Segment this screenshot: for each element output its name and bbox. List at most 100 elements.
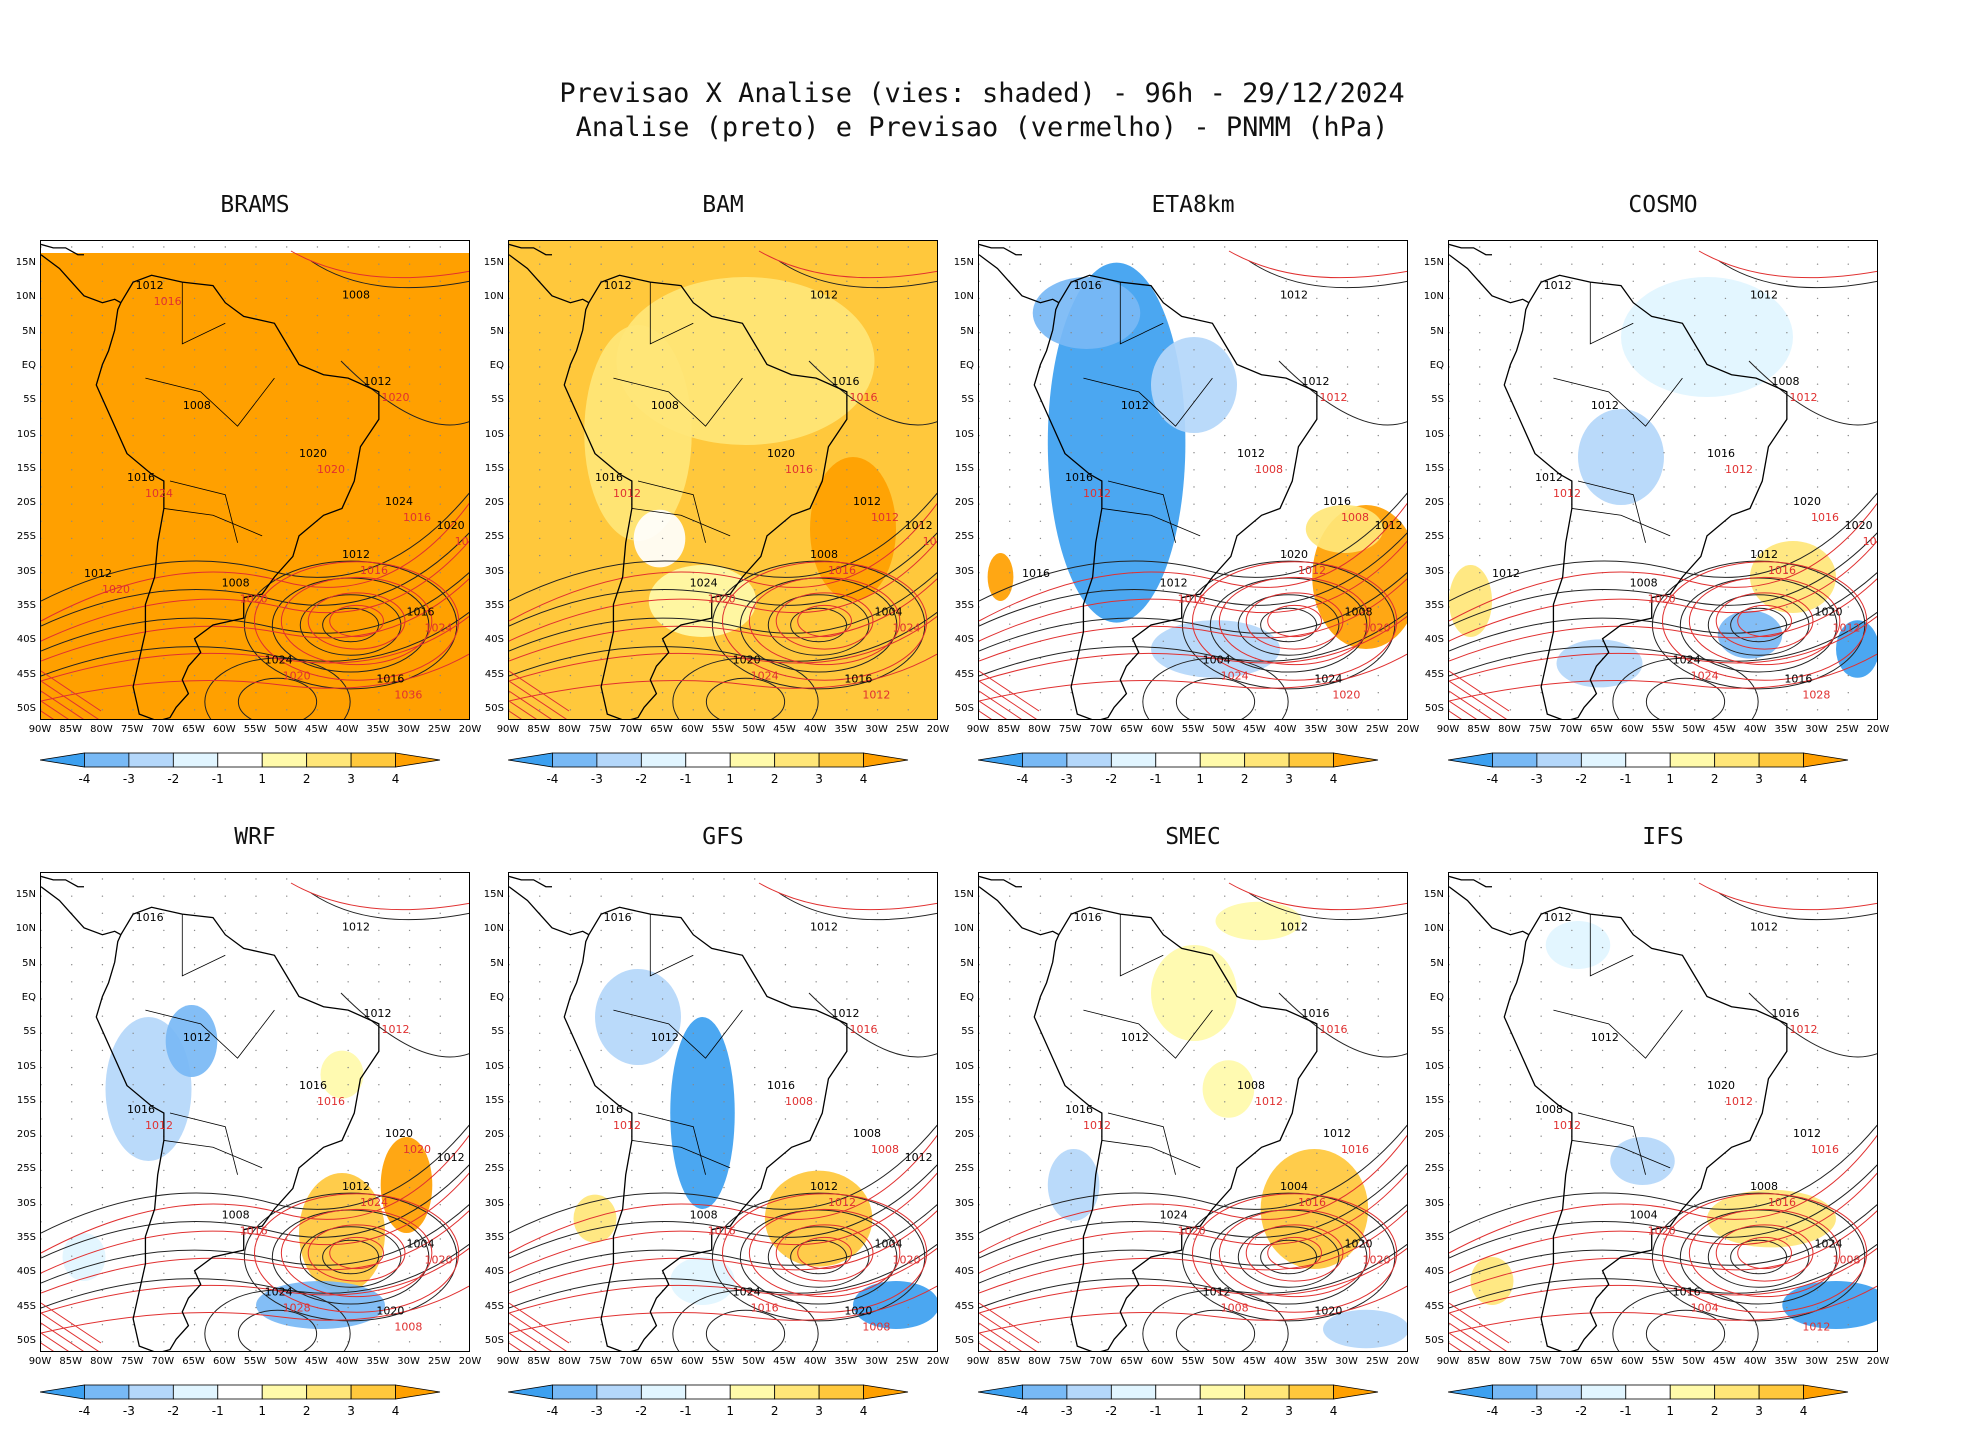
- grid-dot: [1377, 964, 1379, 966]
- grid-dot: [1509, 1169, 1512, 1172]
- lon-label: 85W: [59, 1356, 83, 1367]
- grid-dot: [692, 1032, 694, 1034]
- grid-dot: [784, 1084, 787, 1086]
- panel-title: ETA8km: [1151, 192, 1235, 218]
- forecast-isobar: [1245, 592, 1344, 650]
- grid-dot: [1509, 572, 1512, 574]
- grid-dot: [1316, 1015, 1318, 1017]
- country-border: [637, 480, 706, 543]
- grid-dot: [1755, 623, 1757, 625]
- grid-dot: [815, 469, 817, 471]
- grid-dot: [1039, 929, 1042, 932]
- grid-dot: [163, 1169, 165, 1172]
- grid-dot: [1070, 1066, 1072, 1069]
- grid-dot: [979, 314, 980, 317]
- grid-dot: [1509, 452, 1512, 454]
- grid-dot: [1039, 280, 1042, 282]
- grid-dot: [1193, 366, 1195, 368]
- grid-dot: [600, 537, 602, 540]
- grid-dot: [439, 263, 441, 265]
- grid-dot: [41, 1135, 42, 1137]
- grid-dot: [1449, 520, 1450, 522]
- grid-dot: [539, 434, 541, 437]
- grid-dot: [569, 469, 572, 471]
- grid-dot: [1316, 589, 1318, 591]
- grid-dot: [846, 1341, 848, 1343]
- grid-dot: [255, 452, 257, 454]
- grid-dot: [1039, 1306, 1042, 1309]
- grid-dot: [132, 1169, 134, 1172]
- forecast-contour-label: 1012: [1255, 1095, 1283, 1108]
- grid-dot: [255, 929, 257, 932]
- grid-dot: [569, 520, 572, 522]
- forecast-isobar: [1698, 882, 1877, 911]
- grid-dot: [1694, 537, 1696, 540]
- colorbar-label: -4: [1016, 772, 1029, 786]
- grid-dot: [846, 280, 848, 282]
- grid-dot: [1254, 417, 1257, 420]
- grid-dot: [1224, 434, 1226, 437]
- grid-dot: [1816, 606, 1819, 608]
- analysis-isobar: [509, 1243, 937, 1309]
- grid-dot: [600, 981, 602, 983]
- analysis-isobar: [790, 607, 848, 643]
- grid-dot: [723, 1101, 725, 1103]
- lat-label: 10S: [16, 428, 36, 440]
- analysis-isobar: [1175, 1309, 1256, 1351]
- grid-dot: [316, 1238, 319, 1240]
- analysis-isobar: [237, 677, 318, 719]
- grid-dot: [1479, 1066, 1481, 1069]
- grid-dot: [1377, 1306, 1379, 1309]
- grid-dot: [509, 366, 510, 368]
- colorbar: [508, 752, 909, 768]
- forecast-contour-label: 1012: [1553, 1119, 1581, 1132]
- grid-dot: [1070, 503, 1072, 505]
- lat-label: 45S: [16, 668, 36, 680]
- analysis-contour-label: 1024: [1673, 653, 1701, 666]
- grid-dot: [378, 709, 380, 711]
- grid-dot: [1162, 878, 1164, 880]
- forecast-isobar: [329, 604, 384, 638]
- grid-dot: [1786, 964, 1788, 966]
- forecast-isobar: [1449, 615, 1877, 682]
- colorbar-label: -1: [211, 1404, 224, 1418]
- grid-dot: [101, 469, 104, 471]
- grid-dot: [1224, 1118, 1226, 1120]
- grid-dot: [692, 486, 694, 488]
- bias-shading: [320, 1050, 364, 1099]
- analysis-isobar: [310, 260, 469, 289]
- grid-dot: [1509, 469, 1512, 471]
- grid-dot: [1724, 709, 1727, 711]
- grid-dot: [846, 1084, 848, 1086]
- grid-dot: [784, 640, 787, 642]
- grid-dot: [569, 623, 572, 625]
- grid-dot: [1786, 246, 1788, 248]
- grid-dot: [132, 929, 134, 932]
- grid-dot: [101, 1049, 104, 1052]
- grid-dot: [1724, 998, 1727, 1000]
- grid-dot: [193, 1015, 196, 1017]
- grid-dot: [408, 1324, 411, 1326]
- country-border: [1589, 914, 1634, 977]
- grid-dot: [1479, 692, 1481, 694]
- grid-dot: [631, 946, 633, 949]
- grid-dot: [1254, 709, 1257, 711]
- analysis-isobar: [509, 1124, 937, 1234]
- grid-dot: [1346, 1255, 1349, 1257]
- grid-dot: [1162, 1049, 1164, 1052]
- grid-dot: [979, 434, 980, 437]
- grid-dot: [1285, 1032, 1287, 1034]
- grid-dot: [846, 692, 848, 694]
- grid-dot: [600, 1066, 602, 1069]
- grid-dot: [815, 964, 817, 966]
- grid-dot: [1632, 589, 1634, 591]
- grid-dot: [1070, 246, 1072, 248]
- colorbar-label: 3: [347, 772, 355, 786]
- grid-dot: [193, 929, 196, 932]
- grid-dot: [193, 1084, 196, 1086]
- grid-dot: [600, 1204, 602, 1206]
- grid-dot: [846, 912, 848, 914]
- analysis-contour-label: 1020: [1314, 1305, 1342, 1318]
- grid-dot: [193, 1101, 196, 1103]
- grid-dot: [1816, 1015, 1819, 1017]
